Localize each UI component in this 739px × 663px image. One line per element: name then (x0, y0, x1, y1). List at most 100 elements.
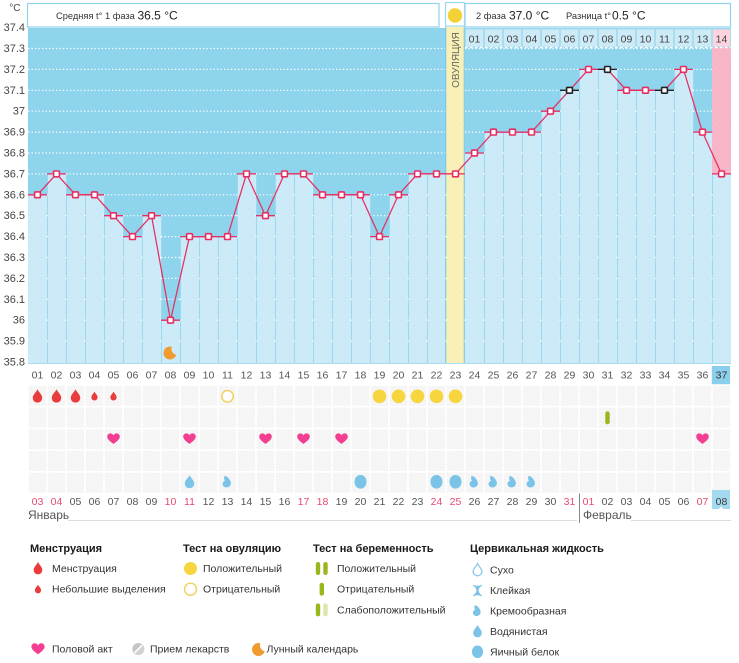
svg-text:37: 37 (13, 106, 25, 118)
svg-text:01: 01 (469, 34, 481, 46)
svg-text:09: 09 (184, 370, 196, 382)
svg-text:24: 24 (469, 370, 481, 382)
svg-text:0.5 °C: 0.5 °C (612, 9, 646, 23)
svg-text:26: 26 (507, 370, 519, 382)
svg-text:10: 10 (640, 34, 652, 46)
svg-text:Водянистая: Водянистая (490, 626, 548, 638)
svg-text:19: 19 (374, 370, 386, 382)
svg-text:36: 36 (13, 315, 25, 327)
svg-text:07: 07 (697, 496, 709, 508)
svg-text:2 фаза: 2 фаза (476, 11, 507, 21)
svg-text:Февраль: Февраль (583, 508, 632, 522)
svg-text:11: 11 (184, 496, 195, 508)
svg-text:12: 12 (241, 370, 253, 382)
svg-text:36.7: 36.7 (4, 168, 25, 180)
svg-text:Цервикальная жидкость: Цервикальная жидкость (470, 543, 604, 555)
svg-text:13: 13 (222, 496, 234, 508)
svg-text:°C: °C (9, 3, 20, 14)
svg-text:23: 23 (450, 370, 462, 382)
svg-text:36.1: 36.1 (4, 294, 25, 306)
svg-text:36.2: 36.2 (4, 273, 25, 285)
svg-text:03: 03 (621, 496, 633, 508)
svg-text:Менструация: Менструация (52, 563, 117, 575)
svg-text:Отрицательный: Отрицательный (337, 584, 414, 596)
svg-text:Клейкая: Клейкая (490, 585, 530, 597)
svg-text:09: 09 (621, 34, 633, 46)
svg-text:02: 02 (488, 34, 500, 46)
svg-text:10: 10 (165, 496, 177, 508)
svg-text:15: 15 (298, 370, 310, 382)
svg-text:13: 13 (697, 34, 709, 46)
svg-text:Половой акт: Половой акт (52, 644, 113, 656)
svg-text:Сухо: Сухо (490, 565, 514, 577)
svg-text:09: 09 (146, 496, 158, 508)
svg-text:36.5: 36.5 (4, 210, 25, 222)
svg-text:Средняя t° 1 фаза: Средняя t° 1 фаза (56, 11, 136, 21)
svg-text:05: 05 (108, 370, 120, 382)
svg-text:06: 06 (564, 34, 576, 46)
svg-text:05: 05 (70, 496, 82, 508)
svg-text:28: 28 (545, 370, 557, 382)
svg-text:34: 34 (659, 370, 671, 382)
svg-text:08: 08 (602, 34, 614, 46)
svg-text:36: 36 (697, 370, 709, 382)
svg-text:36.6: 36.6 (4, 189, 25, 201)
svg-text:19: 19 (336, 496, 348, 508)
svg-text:37.0 °C: 37.0 °C (509, 9, 549, 23)
svg-text:29: 29 (564, 370, 576, 382)
svg-text:08: 08 (716, 496, 728, 508)
svg-text:Тест на овуляцию: Тест на овуляцию (183, 543, 281, 555)
svg-text:17: 17 (336, 370, 348, 382)
svg-text:Небольшие выделения: Небольшие выделения (52, 584, 166, 596)
svg-text:07: 07 (583, 34, 595, 46)
svg-text:Положительный: Положительный (337, 563, 416, 575)
svg-text:30: 30 (545, 496, 557, 508)
svg-text:31: 31 (602, 370, 614, 382)
svg-text:13: 13 (260, 370, 272, 382)
svg-text:18: 18 (317, 496, 329, 508)
svg-text:Положительный: Положительный (203, 563, 282, 575)
svg-text:27: 27 (488, 496, 500, 508)
svg-text:36.8: 36.8 (4, 148, 25, 160)
svg-text:16: 16 (279, 496, 291, 508)
svg-text:23: 23 (412, 496, 424, 508)
svg-text:36.3: 36.3 (4, 252, 25, 264)
svg-text:03: 03 (70, 370, 82, 382)
svg-text:03: 03 (32, 496, 44, 508)
svg-text:31: 31 (564, 496, 576, 508)
svg-text:30: 30 (583, 370, 595, 382)
svg-text:36.5 °C: 36.5 °C (138, 9, 178, 23)
svg-text:24: 24 (431, 496, 443, 508)
svg-text:10: 10 (203, 370, 215, 382)
svg-text:Отрицательный: Отрицательный (203, 584, 280, 596)
svg-text:26: 26 (469, 496, 481, 508)
svg-text:22: 22 (393, 496, 405, 508)
svg-text:37.3: 37.3 (4, 43, 25, 55)
svg-text:14: 14 (279, 370, 291, 382)
svg-text:Менструация: Менструация (30, 543, 102, 555)
svg-text:ОВУЛЯЦИЯ: ОВУЛЯЦИЯ (451, 32, 462, 88)
svg-text:02: 02 (602, 496, 614, 508)
svg-text:14: 14 (241, 496, 253, 508)
svg-text:11: 11 (659, 34, 670, 46)
svg-text:Январь: Январь (28, 508, 69, 522)
svg-text:21: 21 (412, 370, 424, 382)
svg-text:15: 15 (260, 496, 272, 508)
svg-text:01: 01 (583, 496, 595, 508)
svg-text:07: 07 (146, 370, 158, 382)
svg-text:04: 04 (640, 496, 652, 508)
svg-text:27: 27 (526, 370, 538, 382)
svg-text:07: 07 (108, 496, 120, 508)
svg-text:18: 18 (355, 370, 367, 382)
svg-text:06: 06 (89, 496, 101, 508)
svg-text:11: 11 (222, 370, 233, 382)
svg-text:21: 21 (374, 496, 386, 508)
svg-text:29: 29 (526, 496, 538, 508)
svg-text:37: 37 (716, 370, 728, 382)
svg-text:Кремообразная: Кремообразная (490, 606, 566, 618)
svg-text:25: 25 (488, 370, 500, 382)
svg-text:36.4: 36.4 (4, 231, 25, 243)
svg-text:22: 22 (431, 370, 443, 382)
svg-text:25: 25 (450, 496, 462, 508)
svg-text:32: 32 (621, 370, 633, 382)
